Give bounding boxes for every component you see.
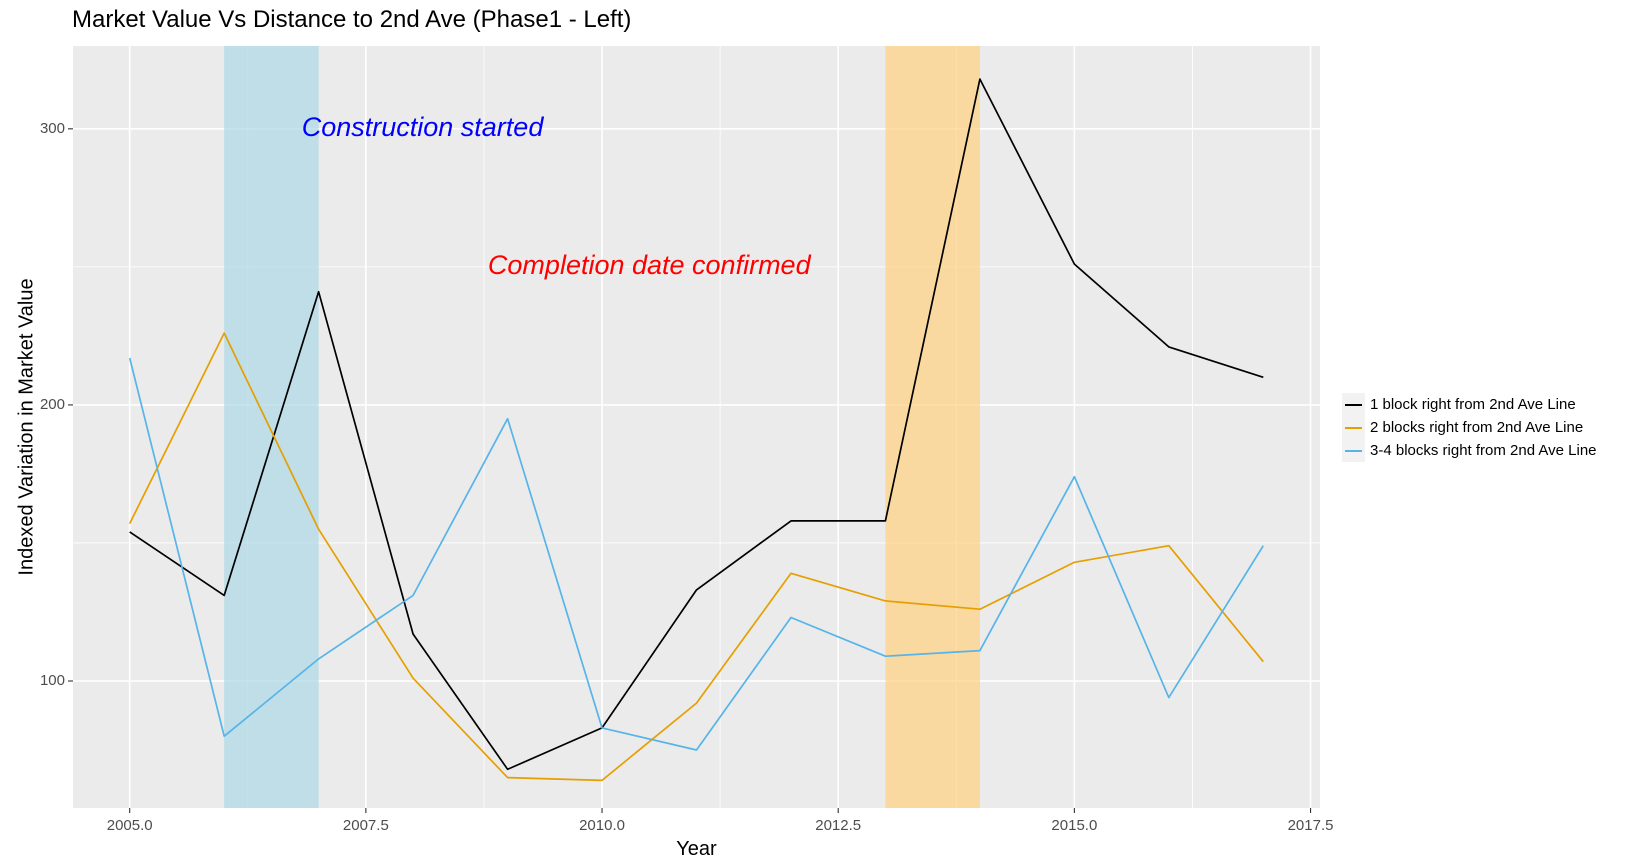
legend: 1 block right from 2nd Ave Line 2 blocks …	[1342, 393, 1597, 462]
legend-key	[1342, 439, 1365, 462]
legend-label: 3-4 blocks right from 2nd Ave Line	[1370, 442, 1597, 459]
annotation-text: Construction started	[302, 112, 545, 142]
legend-item: 3-4 blocks right from 2nd Ave Line	[1342, 439, 1597, 462]
annotation-text: Completion date confirmed	[488, 250, 812, 280]
x-tick-label: 2007.5	[343, 817, 389, 834]
legend-item: 1 block right from 2nd Ave Line	[1342, 393, 1597, 416]
y-tick-label: 200	[40, 396, 65, 413]
legend-swatch	[1345, 427, 1362, 429]
x-axis: 2005.0 2007.5 2010.0 2012.5 2015.0 2017.5	[107, 808, 1334, 834]
legend-key	[1342, 416, 1365, 439]
x-tick-label: 2005.0	[107, 817, 153, 834]
series-lines	[128, 78, 1265, 782]
series-line	[128, 357, 1265, 751]
legend-swatch	[1345, 404, 1362, 406]
legend-item: 2 blocks right from 2nd Ave Line	[1342, 416, 1597, 439]
annotations: Construction started Completion date conf…	[302, 112, 812, 280]
y-tick-label: 300	[40, 120, 65, 137]
series-line	[128, 332, 1264, 782]
shaded-regions	[224, 46, 980, 808]
shaded-region	[224, 46, 319, 808]
legend-key	[1342, 393, 1365, 416]
legend-swatch	[1345, 450, 1362, 452]
x-tick-label: 2010.0	[579, 817, 625, 834]
x-tick-label: 2012.5	[815, 817, 861, 834]
y-axis-title: Indexed Variation in Market Value	[15, 278, 37, 575]
legend-label: 1 block right from 2nd Ave Line	[1370, 396, 1576, 413]
shaded-region	[885, 46, 980, 808]
x-axis-title: Year	[676, 838, 717, 860]
y-tick-label: 100	[40, 672, 65, 689]
y-axis: 100 200 300	[40, 120, 73, 689]
x-tick-label: 2015.0	[1051, 817, 1097, 834]
x-tick-label: 2017.5	[1288, 817, 1334, 834]
chart-title: Market Value Vs Distance to 2nd Ave (Pha…	[72, 6, 632, 33]
legend-label: 2 blocks right from 2nd Ave Line	[1370, 419, 1584, 436]
series-line	[129, 78, 1264, 771]
